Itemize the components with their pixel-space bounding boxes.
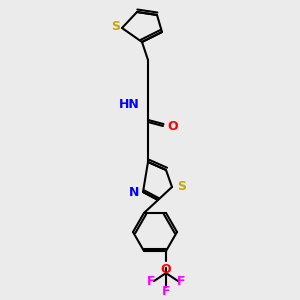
Text: N: N	[129, 185, 139, 199]
Text: S: S	[177, 181, 186, 194]
Text: S: S	[112, 20, 121, 34]
Text: F: F	[162, 285, 170, 298]
Text: O: O	[161, 263, 171, 276]
Text: O: O	[167, 119, 178, 133]
Text: F: F	[177, 274, 185, 288]
Text: HN: HN	[119, 98, 140, 110]
Text: F: F	[147, 274, 155, 288]
